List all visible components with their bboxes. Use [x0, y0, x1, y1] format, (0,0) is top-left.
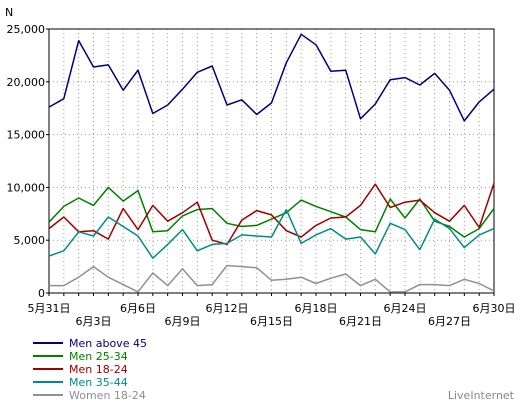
x-tick-label: 5月31日 — [28, 302, 71, 315]
y-tick-label: 5,000 — [14, 234, 46, 247]
legend-label-4: Men 35-44 — [69, 376, 128, 389]
y-axis-label: N — [5, 6, 13, 19]
x-tick-label: 6月21日 — [339, 315, 382, 328]
y-tick-label: 0 — [38, 287, 45, 300]
x-tick-label: 6月15日 — [250, 315, 293, 328]
series-line-5 — [49, 264, 495, 293]
y-tick-label: 20,000 — [7, 76, 46, 89]
legend-label-3: Men 18-24 — [69, 363, 128, 376]
series-layer — [48, 33, 495, 293]
x-tick-label: 6月12日 — [206, 302, 249, 315]
grid-layer — [49, 29, 494, 293]
x-tick-label: 6月3日 — [76, 315, 112, 328]
series-line-3 — [48, 182, 495, 246]
legend-label-5: Women 18-24 — [69, 389, 146, 402]
x-tick-label: 6月9日 — [165, 315, 201, 328]
x-tick-label: 6月18日 — [295, 302, 338, 315]
x-tick-label: 6月30日 — [473, 302, 516, 315]
series-line-4 — [48, 208, 495, 259]
y-tick-label: 10,000 — [7, 181, 46, 194]
y-tick-label: 15,000 — [7, 129, 46, 142]
axis-layer: 0 5,000 10,000 15,000 20,000 25,000 5月31日 6月3日 6… — [7, 23, 516, 328]
series-line-1 — [48, 33, 495, 122]
x-tick-label: 6月27日 — [428, 315, 471, 328]
y-tick-label: 25,000 — [7, 23, 46, 36]
x-tick-label: 6月24日 — [384, 302, 427, 315]
series-line-2 — [48, 186, 495, 238]
x-tick-label: 6月6日 — [120, 302, 156, 315]
watermark: LiveInternet — [448, 389, 515, 402]
legend-label-1: Men above 45 — [69, 337, 147, 350]
legend-label-2: Men 25-34 — [69, 350, 128, 363]
